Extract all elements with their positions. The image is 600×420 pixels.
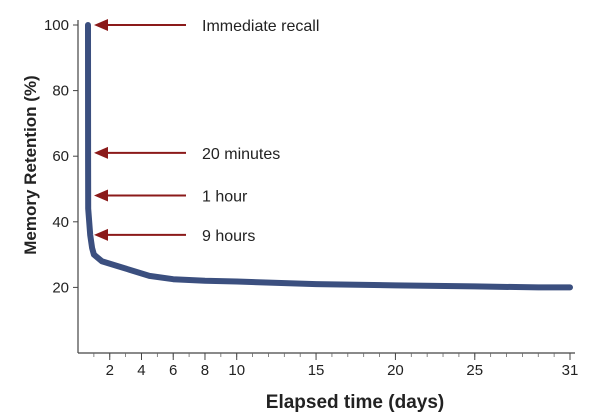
retention-curve bbox=[85, 22, 573, 291]
axes bbox=[77, 20, 575, 354]
annotation-label: 20 minutes bbox=[202, 146, 280, 163]
x-tick-label: 20 bbox=[387, 362, 404, 379]
annotations-layer: Immediate recall 20 minutes 1 hour 9 hours bbox=[94, 18, 319, 245]
x-tick-label: 10 bbox=[228, 362, 245, 379]
y-axis-title: Memory Retention (%) bbox=[21, 75, 40, 254]
y-tick-label: 80 bbox=[52, 83, 69, 100]
x-tick-label: 25 bbox=[466, 362, 483, 379]
y-tick-label: 100 bbox=[44, 17, 69, 34]
x-tick-label: 2 bbox=[106, 362, 114, 379]
y-tick-label: 60 bbox=[52, 148, 69, 165]
annotation-label: 1 hour bbox=[202, 189, 248, 206]
x-tick-label: 6 bbox=[169, 362, 177, 379]
x-tick-label: 15 bbox=[308, 362, 325, 379]
annotation-arrowhead bbox=[94, 228, 108, 241]
x-tick-label: 8 bbox=[201, 362, 209, 379]
x-tick-label: 4 bbox=[137, 362, 145, 379]
x-tick-label: 31 bbox=[562, 362, 579, 379]
tick-marks: 20 40 60 80 100 2 4 6 8 10 15 20 25 31 bbox=[44, 17, 578, 379]
annotation-arrowhead bbox=[94, 189, 108, 202]
annotation-label: Immediate recall bbox=[202, 18, 319, 35]
series-layer bbox=[85, 22, 573, 291]
y-tick-label: 20 bbox=[52, 279, 69, 296]
annotation-arrowhead bbox=[94, 19, 108, 31]
y-tick-label: 40 bbox=[52, 214, 69, 231]
annotation-label: 9 hours bbox=[202, 228, 255, 245]
annotation-arrowhead bbox=[94, 146, 108, 159]
x-axis-title: Elapsed time (days) bbox=[266, 392, 444, 413]
